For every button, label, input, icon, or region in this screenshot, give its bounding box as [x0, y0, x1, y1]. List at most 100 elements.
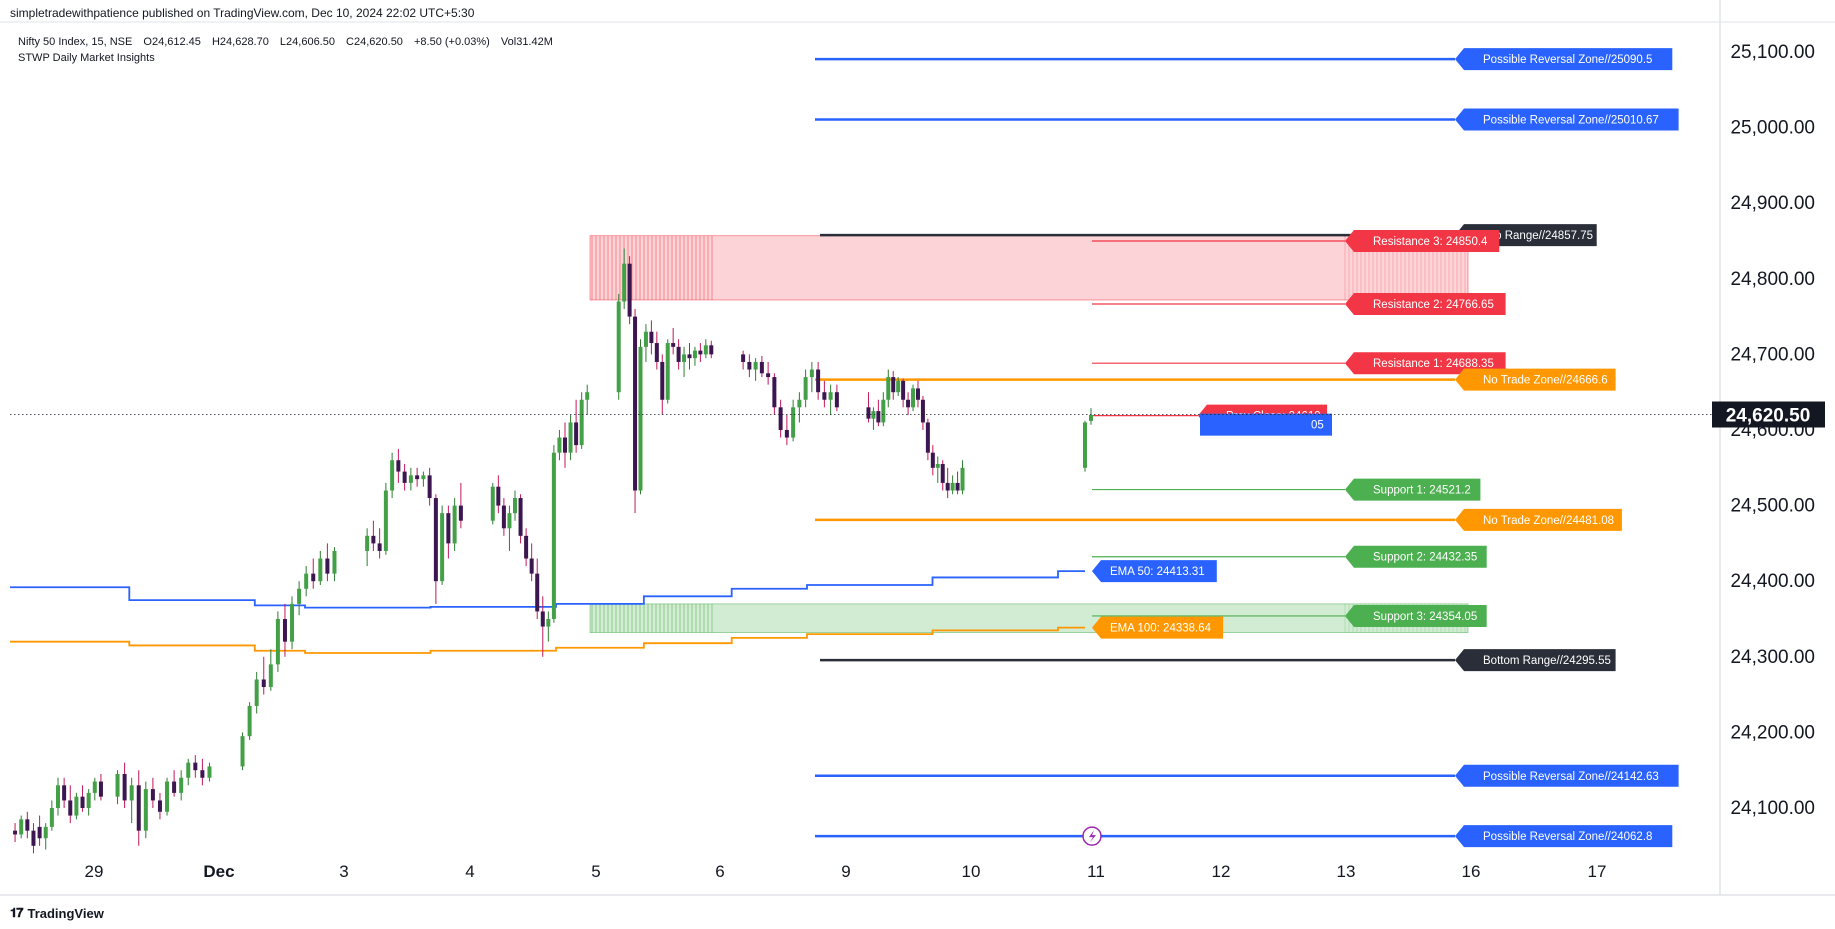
candle-body: [778, 407, 783, 430]
candle-body: [31, 830, 36, 846]
candle-body: [822, 392, 827, 400]
ema100-label-text: EMA 100: 24338.64: [1110, 623, 1212, 635]
candle-body: [540, 611, 545, 627]
last-price-tag-text: 24,620.50: [1726, 406, 1811, 427]
x-tick-label: 13: [1337, 862, 1356, 881]
candle-body: [535, 573, 540, 612]
candle-body: [881, 399, 886, 423]
support-3-label[interactable]: Support 3: 24354.05: [1345, 604, 1487, 627]
candle-body: [383, 490, 388, 551]
candle-body: [275, 619, 280, 665]
reversal-3-label[interactable]: Possible Reversal Zone//24142.63: [1455, 764, 1679, 787]
candle-body: [876, 411, 881, 423]
candle-body: [935, 464, 940, 468]
y-tick-label: 24,900.00: [1730, 193, 1815, 214]
reversal-3-label-bg: [1455, 764, 1679, 787]
candle-body: [1083, 422, 1087, 468]
candle-body: [13, 830, 18, 835]
candle-body: [654, 343, 659, 362]
bottom-range-label[interactable]: Bottom Range//24295.55: [1455, 649, 1616, 672]
candle-body: [365, 535, 370, 551]
resistance-2-label-bg: [1345, 293, 1506, 316]
indicator-name[interactable]: STWP Daily Market Insights: [18, 52, 155, 64]
candle-body: [172, 781, 177, 793]
open-value: O24,612.45: [143, 36, 201, 48]
candle-body: [318, 558, 323, 582]
candle-body: [671, 343, 676, 347]
candle-body: [906, 399, 911, 408]
change-value: +8.50 (+0.03%): [414, 36, 490, 48]
x-tick-label: Dec: [203, 862, 234, 881]
candle-body: [179, 777, 184, 793]
ema100-label-bg[interactable]: [1092, 616, 1224, 639]
tradingview-brand: TradingView: [27, 905, 104, 921]
candle-body: [332, 550, 337, 574]
low-value: L24,606.50: [279, 36, 335, 48]
candle-body: [816, 369, 821, 393]
candle-body: [633, 316, 638, 491]
candle-body: [122, 773, 127, 801]
no-trade-upper-label-text: No Trade Zone//24666.6: [1483, 375, 1608, 387]
candle-body: [165, 781, 170, 812]
no-trade-upper-label[interactable]: No Trade Zone//24666.6: [1455, 368, 1616, 391]
support-2-label[interactable]: Support 2: 24432.35: [1345, 545, 1487, 568]
candle-body: [627, 263, 632, 317]
lightning-icon-glyph: [1089, 830, 1096, 843]
candle-body: [402, 471, 407, 483]
y-tick-label: 24,300.00: [1730, 647, 1815, 668]
candle-body: [871, 411, 876, 419]
candle-body: [37, 826, 42, 839]
resistance-2-label[interactable]: Resistance 2: 24766.65: [1345, 293, 1506, 316]
support-1-label[interactable]: Support 1: 24521.2: [1345, 478, 1481, 501]
hidden-level-tag-text: 05: [1311, 420, 1324, 432]
symbol-label[interactable]: Nifty 50 Index, 15, NSE: [18, 36, 133, 48]
candle-body: [709, 345, 714, 355]
ema100-line: [10, 626, 1085, 654]
candle-body: [92, 781, 97, 793]
candle-body: [25, 819, 30, 831]
reversal-1-label[interactable]: Possible Reversal Zone//25090.5: [1455, 48, 1673, 71]
candle-body: [496, 486, 501, 506]
y-tick-label: 24,500.00: [1730, 496, 1815, 517]
resistance-1-label-text: Resistance 1: 24688.35: [1373, 358, 1494, 370]
candle-body: [568, 422, 573, 453]
x-tick-label: 4: [465, 862, 474, 881]
candle-body: [940, 464, 945, 483]
y-tick-label: 24,800.00: [1730, 269, 1815, 290]
reversal-2-label-text: Possible Reversal Zone//25010.67: [1483, 115, 1659, 127]
candle-body: [396, 460, 401, 472]
last-price-tag-bg[interactable]: [1712, 401, 1825, 428]
tradingview-footer[interactable]: 𝟏𝟕 TradingView: [10, 905, 104, 921]
candle-body: [68, 800, 73, 816]
reversal-2-label[interactable]: Possible Reversal Zone//25010.67: [1455, 108, 1679, 131]
ema50-label-bg[interactable]: [1092, 560, 1217, 583]
reversal-4-label[interactable]: Possible Reversal Zone//24062.8: [1455, 825, 1673, 848]
x-tick-label: 11: [1087, 862, 1105, 881]
candle-body: [19, 819, 24, 835]
candle-body: [207, 766, 212, 778]
candle-body: [925, 422, 930, 453]
candle-body: [616, 301, 621, 393]
x-tick-label: 12: [1212, 862, 1231, 881]
reversal-4-label-bg: [1455, 825, 1673, 848]
candle-body: [747, 361, 752, 370]
candle-body: [896, 380, 901, 393]
candle-body: [649, 331, 654, 344]
candle-body: [803, 377, 808, 400]
y-tick-label: 24,400.00: [1730, 571, 1815, 592]
resistance-3-label[interactable]: Resistance 3: 24850.4: [1345, 230, 1500, 252]
candle-body: [741, 354, 746, 362]
reversal-1-label-bg: [1455, 48, 1673, 71]
candle-body: [390, 460, 395, 491]
support-1-label-bg: [1345, 478, 1481, 501]
no-trade-lower-label-text: No Trade Zone//24481.08: [1483, 515, 1614, 527]
candle-body: [911, 388, 916, 408]
close-value: C24,620.50: [346, 36, 403, 48]
top-range-label-text: Top Range//24857.75: [1483, 230, 1593, 242]
candle-body: [891, 377, 896, 393]
no-trade-lower-label[interactable]: No Trade Zone//24481.08: [1455, 508, 1622, 531]
candle-body: [955, 482, 960, 491]
candle-body: [427, 475, 432, 499]
candle-body: [784, 430, 789, 438]
